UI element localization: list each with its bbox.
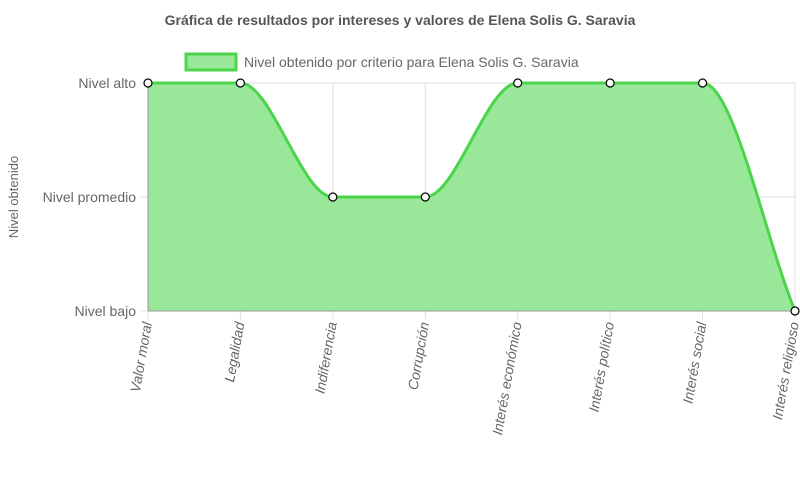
series-line <box>148 81 797 312</box>
x-tick-label: Interés religioso <box>769 321 800 421</box>
x-tick-label: Interés económico <box>489 321 525 437</box>
legend-label[interactable]: Nivel obtenido por criterio para Elena S… <box>244 54 579 70</box>
data-point[interactable] <box>420 192 430 202</box>
x-tick-label: Interés social <box>679 320 709 405</box>
axes <box>147 83 795 312</box>
data-point[interactable] <box>605 78 615 88</box>
legend-swatch[interactable] <box>184 52 238 72</box>
series-area <box>148 83 795 311</box>
data-point[interactable] <box>513 78 523 88</box>
x-tick-label: Valor moral <box>127 320 155 394</box>
x-tick-label: Indiferencia <box>311 321 339 395</box>
y-axis-label: Nivel obtenido <box>6 156 21 238</box>
chart-legend[interactable]: Nivel obtenido por criterio para Elena S… <box>184 52 579 72</box>
y-tick-label: Nivel promedio <box>43 189 137 205</box>
y-tick-labels: Nivel bajo Nivel promedio Nivel alto <box>43 75 137 319</box>
y-tick-label: Nivel bajo <box>75 303 137 319</box>
x-tick-label: Legalidad <box>221 320 248 384</box>
data-point[interactable] <box>328 192 338 202</box>
x-tick-label: Corrupción <box>405 321 433 391</box>
chart-title: Gráfica de resultados por intereses y va… <box>165 12 636 28</box>
x-tick-labels: Valor moral Legalidad Indiferencia Corrupci… <box>127 320 800 437</box>
data-point[interactable] <box>790 306 800 316</box>
data-points[interactable] <box>143 78 800 316</box>
data-point[interactable] <box>143 78 153 88</box>
x-tick-label: Interés político <box>586 321 618 414</box>
data-point[interactable] <box>235 78 246 88</box>
y-tick-label: Nivel alto <box>78 75 136 91</box>
data-point[interactable] <box>697 78 708 88</box>
